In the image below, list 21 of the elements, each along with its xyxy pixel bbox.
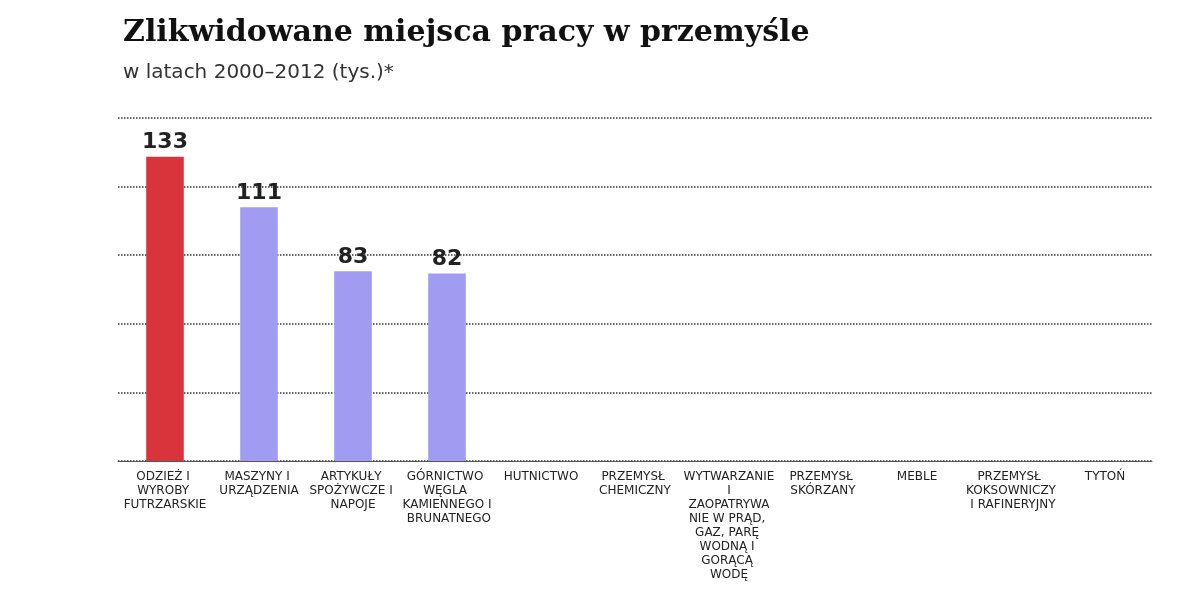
chart-subtitle: w latach 2000–2012 (tys.)* <box>123 59 394 83</box>
x-tick-label: MASZYNY I URZĄDZENIA <box>219 469 300 497</box>
x-tick-label: GÓRNICTWO WĘGLA KAMIENNEGO I BRUNATNEGO <box>402 468 492 525</box>
x-tick-label: TYTOŃ <box>1083 468 1126 483</box>
x-tick-label: HUTNICTWO <box>503 469 579 483</box>
bar <box>428 273 466 461</box>
data-label: 133 <box>142 128 188 154</box>
x-tick-label: MEBLE <box>896 469 938 483</box>
bar <box>240 207 278 461</box>
data-label: 82 <box>431 244 463 270</box>
x-tick-label: PRZEMYSŁ SKÓRZANY <box>789 469 857 497</box>
x-tick-label: PRZEMYSŁ CHEMICZNY <box>599 469 672 497</box>
chart-title: Zlikwidowane miejsca pracy w przemyśle <box>123 12 810 48</box>
x-tick-label: ARTYKUŁY SPOŻYWCZE I NAPOJE <box>309 469 397 511</box>
x-tick-label: WYTWARZANIE I ZAOPATRYWANIE W PRĄD, GAZ, PARĘ WODNĄ I GORĄCĄ WODĘ <box>683 469 775 581</box>
bar <box>334 271 372 461</box>
data-label: 111 <box>236 178 282 204</box>
x-tick-label: ODZIEŻ I WYROBY FUTRZARSKIE <box>123 468 207 511</box>
data-label: 83 <box>337 242 369 268</box>
x-tick-label: PRZEMYSŁ KOKSOWNICZY I RAFINERYJNY <box>966 469 1057 511</box>
bar <box>146 156 184 461</box>
